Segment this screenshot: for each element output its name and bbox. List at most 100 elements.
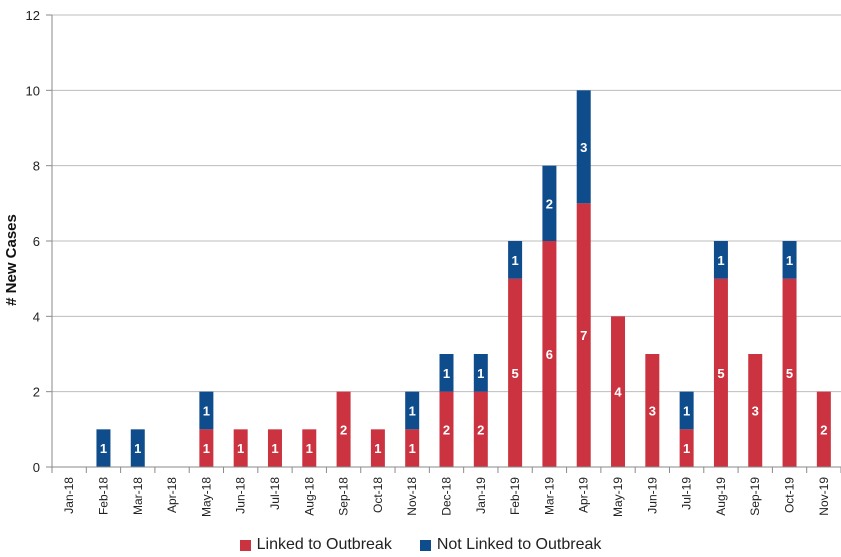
bar-linked bbox=[336, 391, 351, 467]
data-label: 1 bbox=[237, 441, 244, 456]
y-axis-title: # New Cases bbox=[3, 214, 20, 306]
legend-swatch-not-linked bbox=[419, 539, 431, 551]
data-label: 1 bbox=[271, 441, 278, 456]
y-tick-label: 2 bbox=[33, 385, 40, 400]
data-label: 2 bbox=[340, 422, 347, 437]
data-label: 6 bbox=[546, 347, 553, 362]
y-tick-label: 4 bbox=[33, 309, 40, 324]
bar-linked bbox=[713, 278, 728, 467]
bar-linked bbox=[611, 316, 626, 467]
y-tick-label: 8 bbox=[33, 159, 40, 174]
data-label: 1 bbox=[683, 404, 690, 419]
data-label: 1 bbox=[443, 366, 450, 381]
data-label: 7 bbox=[580, 328, 587, 343]
x-tick-label: Apr-19 bbox=[577, 477, 591, 513]
data-label: 2 bbox=[477, 422, 484, 437]
bar-linked bbox=[473, 391, 488, 467]
data-label: 5 bbox=[511, 366, 518, 381]
y-tick-label: 6 bbox=[33, 234, 40, 249]
x-tick-label: Sep-19 bbox=[748, 477, 762, 516]
bar-linked bbox=[816, 391, 831, 467]
data-label: 2 bbox=[443, 422, 450, 437]
bar-linked bbox=[782, 278, 797, 467]
bar-linked bbox=[508, 278, 523, 467]
x-tick-label: Aug-18 bbox=[302, 477, 316, 516]
bar-not-linked bbox=[199, 391, 214, 430]
x-tick-label: Feb-18 bbox=[96, 477, 110, 515]
x-tick-label: Nov-19 bbox=[817, 477, 831, 516]
data-label: 1 bbox=[374, 441, 381, 456]
data-label: 3 bbox=[649, 404, 656, 419]
data-label: 3 bbox=[752, 404, 759, 419]
x-tick-label: Oct-18 bbox=[371, 477, 385, 513]
data-label: 1 bbox=[306, 441, 313, 456]
y-tick-label: 0 bbox=[33, 460, 40, 475]
x-tick-label: Jan-19 bbox=[474, 477, 488, 514]
data-label: 5 bbox=[717, 366, 724, 381]
y-tick-label: 10 bbox=[26, 83, 40, 98]
bar-linked bbox=[542, 241, 557, 467]
x-tick-label: Jul-19 bbox=[680, 477, 694, 510]
bar-not-linked bbox=[96, 429, 111, 467]
x-tick-label: Feb-19 bbox=[508, 477, 522, 515]
legend-item-not-linked: Not Linked to Outbreak bbox=[419, 536, 602, 554]
data-label: 1 bbox=[203, 441, 210, 456]
x-tick-label: May-18 bbox=[199, 477, 213, 517]
legend: Linked to Outbreak Not Linked to Outbrea… bbox=[0, 533, 841, 557]
data-label: 2 bbox=[820, 422, 827, 437]
bar-linked bbox=[645, 354, 660, 467]
data-label: 1 bbox=[477, 366, 484, 381]
y-tick-label: 12 bbox=[26, 8, 40, 23]
data-label: 1 bbox=[134, 441, 141, 456]
grid-layer bbox=[52, 14, 841, 468]
bar-linked bbox=[233, 429, 248, 467]
bar-linked bbox=[302, 429, 317, 467]
bar-linked bbox=[267, 429, 282, 467]
legend-label-linked: Linked to Outbreak bbox=[256, 536, 392, 553]
bar-layer: 1 1 1 1 1 1 1 2 1 1 1 2 1 2 1 5 1 6 2 7 3 4 3 1 1 5 1 3 5 1 2 bbox=[96, 90, 831, 468]
data-label: 2 bbox=[546, 196, 553, 211]
x-tick-label: Sep-18 bbox=[337, 477, 351, 516]
bar-not-linked bbox=[130, 429, 145, 467]
bar-not-linked bbox=[405, 391, 420, 430]
x-tick-label: Oct-19 bbox=[783, 477, 797, 513]
data-label: 3 bbox=[580, 140, 587, 155]
bar-linked bbox=[748, 354, 763, 467]
legend-label-not-linked: Not Linked to Outbreak bbox=[436, 536, 602, 553]
bar-not-linked bbox=[473, 354, 488, 392]
bar-not-linked bbox=[679, 391, 694, 430]
data-label: 1 bbox=[203, 404, 210, 419]
bar-not-linked bbox=[508, 241, 523, 279]
x-tick-label: Jan-18 bbox=[62, 477, 76, 514]
bar-not-linked bbox=[782, 241, 797, 279]
bar-not-linked bbox=[576, 90, 591, 204]
x-tick-label: Dec-18 bbox=[440, 477, 454, 516]
bar-not-linked bbox=[713, 241, 728, 279]
data-label: 1 bbox=[511, 253, 518, 268]
x-tick-label: Jun-18 bbox=[234, 477, 248, 514]
x-tick-label: Jul-18 bbox=[268, 477, 282, 510]
data-label: 1 bbox=[683, 441, 690, 456]
bar-linked bbox=[405, 429, 420, 467]
x-tick-label: Apr-18 bbox=[165, 477, 179, 513]
bar-linked bbox=[199, 429, 214, 467]
data-label: 1 bbox=[786, 253, 793, 268]
data-label: 1 bbox=[100, 441, 107, 456]
bar-linked bbox=[370, 429, 385, 467]
data-label: 1 bbox=[409, 404, 416, 419]
x-tick-label: Mar-19 bbox=[542, 477, 556, 515]
bar-linked bbox=[439, 391, 454, 467]
bar-linked bbox=[679, 429, 694, 467]
legend-swatch-linked bbox=[239, 539, 251, 551]
x-tick-label: Mar-18 bbox=[131, 477, 145, 515]
data-label: 5 bbox=[786, 366, 793, 381]
x-tick-label: May-19 bbox=[611, 477, 625, 517]
x-tick-label: Jun-19 bbox=[645, 477, 659, 514]
data-label: 1 bbox=[717, 253, 724, 268]
data-label: 4 bbox=[614, 385, 622, 400]
x-tick-label: Nov-18 bbox=[405, 477, 419, 516]
bar-not-linked bbox=[542, 165, 557, 241]
